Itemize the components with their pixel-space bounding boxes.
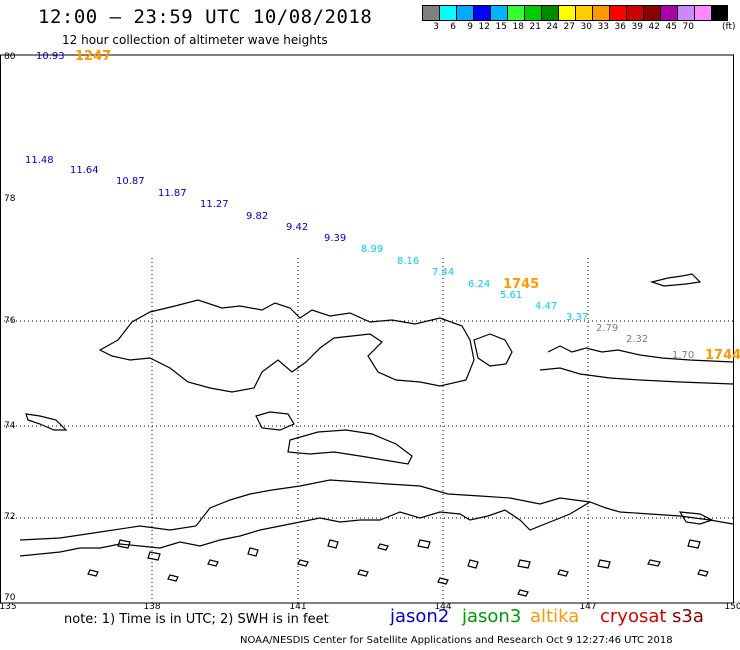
wave-height-label: 11.87 bbox=[158, 188, 187, 199]
legend-entry-s3a: s3a bbox=[672, 606, 704, 627]
track-time-label: 1744 bbox=[705, 348, 740, 363]
latitude-label: 76 bbox=[4, 316, 16, 326]
longitude-label: 141 bbox=[289, 602, 306, 612]
color-scale bbox=[422, 5, 728, 21]
color-scale-label: 42 bbox=[648, 22, 660, 32]
color-swatch bbox=[456, 5, 473, 21]
map-frame bbox=[0, 54, 734, 604]
color-scale-label: 15 bbox=[495, 22, 507, 32]
color-swatch bbox=[439, 5, 456, 21]
wave-height-label: 6.24 bbox=[468, 279, 490, 290]
latitude-label: 72 bbox=[4, 512, 15, 522]
wave-height-label: 8.16 bbox=[397, 256, 419, 267]
latitude-label: 78 bbox=[4, 194, 16, 204]
color-swatch bbox=[643, 5, 660, 21]
longitude-label: 135 bbox=[0, 602, 17, 612]
legend-entry-jason2: jason2 bbox=[390, 606, 450, 627]
color-swatch bbox=[490, 5, 507, 21]
wave-height-label: 8.99 bbox=[361, 244, 383, 255]
latitude-label: 70 bbox=[4, 593, 16, 603]
longitude-labels: 135 138 141 144 147 150 bbox=[0, 602, 740, 612]
color-swatch bbox=[660, 5, 677, 21]
wave-height-label: 10.93 bbox=[36, 51, 65, 62]
legend-entry-cryosat: cryosat bbox=[600, 606, 667, 627]
color-swatch bbox=[524, 5, 541, 21]
color-swatch bbox=[609, 5, 626, 21]
color-scale-label: 36 bbox=[614, 22, 626, 32]
wave-height-label: 9.39 bbox=[324, 233, 346, 244]
color-swatch bbox=[541, 5, 558, 21]
wave-height-label: 3.37 bbox=[566, 312, 588, 323]
page-title: 12:00 – 23:59 UTC 10/08/2018 bbox=[38, 6, 373, 28]
longitude-label: 150 bbox=[724, 602, 740, 612]
color-scale-label: 18 bbox=[512, 22, 524, 32]
wave-height-label: 9.82 bbox=[246, 211, 268, 222]
wave-height-label: 10.87 bbox=[116, 176, 145, 187]
color-swatch bbox=[592, 5, 609, 21]
color-scale-label: 27 bbox=[563, 22, 575, 32]
wave-height-label: 1.70 bbox=[672, 350, 694, 361]
wave-height-label: 9.42 bbox=[286, 222, 308, 233]
footnote: note: 1) Time is in UTC; 2) SWH is in fe… bbox=[64, 612, 329, 627]
color-scale-labels: 3 6 9 12 15 18 21 24 27 30 33 36 39 42 45 70 bbox=[422, 22, 694, 32]
wave-height-observations: 10.93 11.48 11.64 10.87 11.87 11.27 9.82 9.42 9.… bbox=[25, 51, 694, 361]
color-scale-label: 12 bbox=[478, 22, 490, 32]
latitude-label: 74 bbox=[4, 421, 16, 431]
color-scale-label: 39 bbox=[631, 22, 643, 32]
color-swatch bbox=[677, 5, 694, 21]
color-scale-label: 6 bbox=[450, 22, 456, 32]
color-scale-label: 9 bbox=[467, 22, 473, 32]
wave-height-label: 2.79 bbox=[596, 323, 618, 334]
color-swatch bbox=[507, 5, 524, 21]
color-swatch bbox=[711, 5, 728, 21]
coastlines bbox=[19, 273, 734, 597]
color-scale-label: 30 bbox=[580, 22, 592, 32]
wave-height-label: 4.47 bbox=[535, 301, 557, 312]
legend-entry-jason3: jason3 bbox=[462, 606, 522, 627]
color-swatch bbox=[558, 5, 575, 21]
color-swatch bbox=[694, 5, 711, 21]
color-swatch bbox=[422, 5, 439, 21]
color-scale-label: 21 bbox=[529, 22, 541, 32]
wave-height-label: 5.61 bbox=[500, 290, 522, 301]
color-swatch bbox=[473, 5, 490, 21]
color-scale-label: 33 bbox=[597, 22, 609, 32]
track-time-label: 1247 bbox=[75, 49, 111, 64]
graticule bbox=[0, 258, 733, 603]
wave-height-label: 2.32 bbox=[626, 334, 648, 345]
color-scale-label: 70 bbox=[682, 22, 694, 32]
track-time-label: 1745 bbox=[503, 277, 539, 292]
wave-height-label: 11.48 bbox=[25, 155, 54, 166]
color-scale-label: 24 bbox=[546, 22, 558, 32]
latitude-labels: 80 78 76 74 72 70 bbox=[4, 52, 16, 603]
color-scale-label: 3 bbox=[433, 22, 439, 32]
longitude-label: 147 bbox=[579, 602, 596, 612]
track-time-labels: 1247 1745 1744 bbox=[75, 49, 740, 363]
page-subtitle: 12 hour collection of altimeter wave hei… bbox=[62, 33, 328, 47]
color-swatch bbox=[575, 5, 592, 21]
longitude-label: 144 bbox=[434, 602, 451, 612]
wave-height-label: 7.44 bbox=[432, 267, 454, 278]
wave-height-label: 11.27 bbox=[200, 199, 229, 210]
credit-line: NOAA/NESDIS Center for Satellite Applica… bbox=[240, 635, 673, 646]
color-scale-label: 45 bbox=[665, 22, 677, 32]
color-swatch bbox=[626, 5, 643, 21]
legend-entry-altika: altika bbox=[530, 606, 580, 627]
wave-height-label: 11.64 bbox=[70, 165, 99, 176]
latitude-label: 80 bbox=[4, 52, 16, 62]
longitude-label: 138 bbox=[143, 602, 160, 612]
color-scale-unit: (ft) bbox=[722, 22, 736, 32]
